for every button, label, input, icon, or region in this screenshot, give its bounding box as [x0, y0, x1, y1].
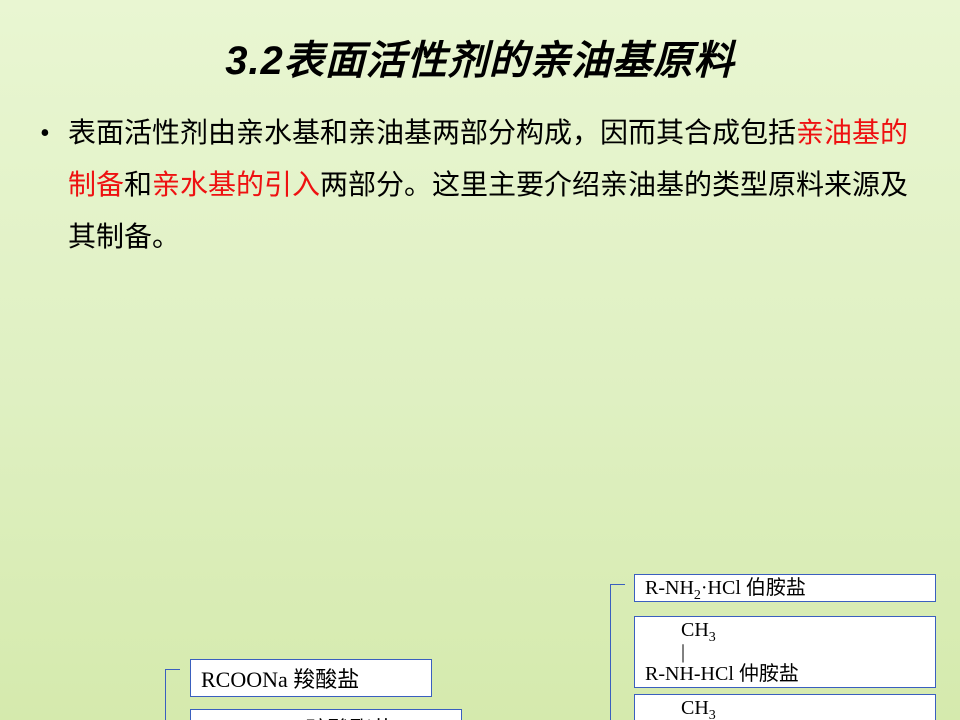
cationic-item-2: CH3|R-N-HCl 叔胺盐|CH3: [634, 694, 936, 720]
intro-red2: 亲水基的引入: [152, 170, 320, 201]
anionic-bracket: [165, 669, 166, 720]
bullet-dot: •: [40, 108, 68, 264]
cationic-item-1: CH3|R-NH-HCl 仲胺盐: [634, 616, 936, 688]
anionic-item-1: R-OSO3Na 硫酸酯盐: [190, 709, 462, 720]
cationic-item-0: R-NH2·HCl 伯胺盐: [634, 574, 936, 602]
intro-paragraph: • 表面活性剂由亲水基和亲油基两部分构成，因而其合成包括亲油基的制备和亲水基的引…: [40, 108, 930, 264]
cationic-bracket: [610, 584, 611, 720]
anionic-item-0: RCOONa 羧酸盐: [190, 659, 432, 697]
page-title: 3.2表面活性剂的亲油基原料: [0, 0, 960, 86]
intro-mid: 和: [124, 170, 152, 201]
intro-text: 表面活性剂由亲水基和亲油基两部分构成，因而其合成包括亲油基的制备和亲水基的引入两…: [68, 108, 930, 264]
intro-pre: 表面活性剂由亲水基和亲油基两部分构成，因而其合成包括: [68, 118, 796, 149]
